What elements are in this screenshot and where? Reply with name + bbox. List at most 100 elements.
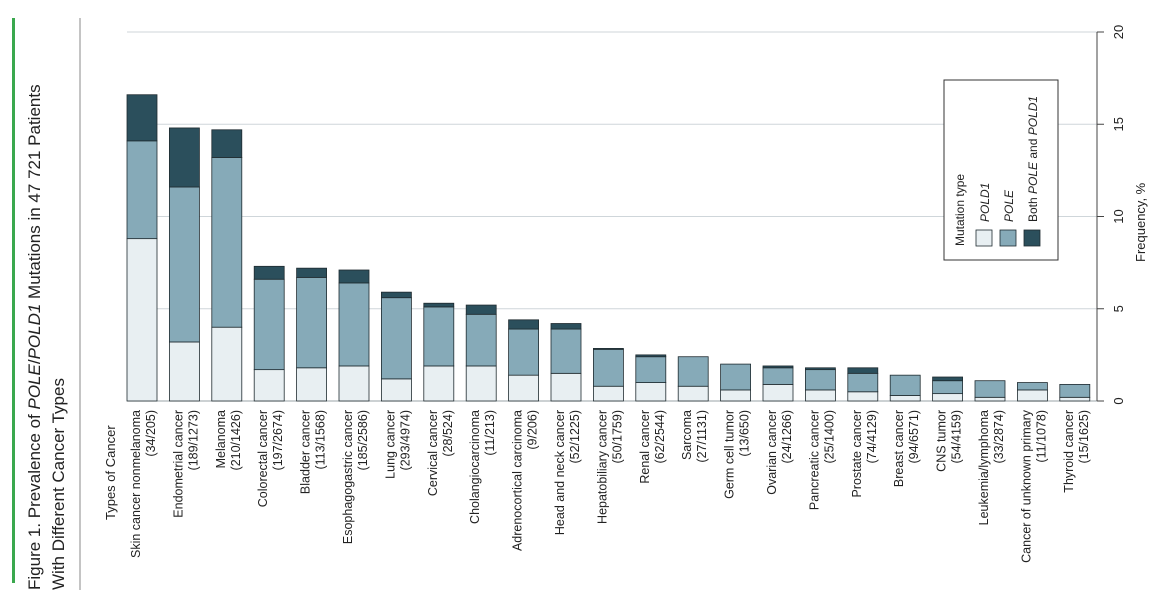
bar-segment-pole: [847, 372, 879, 393]
category-label: Bladder cancer: [299, 410, 313, 494]
category-label: Thyroid cancer: [1062, 410, 1076, 493]
category-labels: Skin cancer nonmelanoma (34/205) Endometri…: [129, 409, 1091, 563]
legend-label-both-prefix: Both: [1026, 194, 1040, 222]
category-label: Esophagogastric cancer: [341, 410, 355, 544]
bar-segment-pole: [508, 328, 540, 376]
bar-segment-pold1: [550, 372, 582, 402]
category-label: Sarcoma: [680, 410, 694, 460]
bar-segment-pole: [296, 276, 328, 369]
category-count-label: (197/2674): [271, 410, 285, 470]
figure-title-line2: With Different Cancer Types: [49, 378, 68, 590]
category-count-label: (185/2586): [356, 410, 370, 470]
bar-segment-pole: [168, 186, 200, 343]
bar-segment-pole: [593, 348, 624, 387]
legend-title: Mutation type: [953, 174, 967, 246]
bar-segment-pold1: [1017, 389, 1048, 402]
frequency-tick-label: 10: [1111, 209, 1126, 223]
category-count-label: (27/1131): [695, 410, 709, 463]
bar-segment-pold1: [338, 365, 370, 402]
frequency-tick-label: 5: [1111, 305, 1126, 312]
legend-swatch-both: [1023, 229, 1041, 247]
category-count-label: (24/1266): [780, 410, 794, 464]
bar-segment-pold1: [211, 326, 243, 402]
bar-segment-pole: [423, 306, 455, 367]
legend-label-both-pole: POLE: [1026, 161, 1040, 194]
category-count-label: (52/1225): [568, 410, 582, 464]
bar-segment-pole: [805, 369, 836, 391]
category-label: Melanoma: [214, 410, 228, 468]
category-label: Cholangiocarcinoma: [468, 410, 482, 524]
legend-label-both-mid: and: [1026, 135, 1040, 162]
category-label: Colorectal cancer: [256, 410, 270, 507]
category-count-label: (28/524): [441, 410, 455, 457]
bar-segment-pole: [1017, 382, 1048, 391]
legend-label-both: Both POLE and POLD1: [1026, 96, 1040, 222]
bar-segment-pole: [126, 140, 158, 240]
svg-text:Figure 1. Prevalence of POLE/P: Figure 1. Prevalence of POLE/POLD1 Mutat…: [25, 84, 44, 590]
category-label: Cervical cancer: [426, 410, 440, 496]
bar-segment-pold1: [168, 341, 200, 402]
category-label: Adrenocortical carcinoma: [511, 410, 525, 551]
bar-segment-pold1: [889, 395, 921, 402]
category-label: Germ cell tumor: [723, 410, 737, 499]
bar-segment-pole: [211, 157, 243, 328]
figure-title-part2: Mutations in 47 721 Patients: [25, 84, 44, 303]
bar-segment-both: [126, 94, 158, 142]
bar-segment-pold1: [762, 383, 794, 402]
category-label: Pancreatic cancer: [807, 410, 821, 510]
category-label: CNS tumor: [935, 410, 949, 472]
bar-segment-both: [296, 267, 328, 278]
bar-segment-both: [635, 354, 667, 358]
bar-segment-both: [762, 365, 794, 369]
bar-segment-pole: [635, 356, 667, 383]
bar-segment-pole: [338, 282, 370, 367]
bar-segment-pole: [889, 374, 921, 396]
bar-segment-both: [211, 129, 243, 158]
bar-segment-pole: [253, 278, 285, 371]
figure-title-slash: /: [25, 359, 44, 364]
category-count-label: (11/213): [483, 410, 497, 456]
category-count-label: (50/1759): [610, 410, 624, 464]
bar-segment-pold1: [1059, 396, 1091, 402]
bar-segment-pole: [1059, 383, 1091, 398]
bar-segment-pold1: [847, 391, 879, 402]
category-count-label: (54/4159): [950, 410, 964, 464]
bar-segment-pold1: [635, 382, 667, 402]
category-label: Hepatobiliary cancer: [595, 410, 609, 524]
bar-segment-pole: [465, 313, 497, 367]
category-label: Ovarian cancer: [765, 410, 779, 495]
bar-segment-both: [550, 323, 582, 330]
category-count-label: (210/1426): [229, 410, 243, 470]
frequency-axis: 0 5 10 15 20: [1096, 25, 1126, 405]
bar-segment-pold1: [974, 396, 1006, 402]
frequency-tick-label: 15: [1111, 117, 1126, 131]
category-count-label: (62/2544): [653, 410, 667, 464]
category-count-label: (189/1273): [186, 410, 200, 470]
legend: Mutation type POLD1 POLE Both POLE and P…: [943, 79, 1059, 261]
category-label: Head and neck cancer: [553, 410, 567, 535]
bar-segment-both: [932, 376, 963, 382]
bar-segment-both: [847, 367, 879, 374]
category-count-label: (9/206): [526, 410, 540, 450]
category-label: Renal cancer: [638, 410, 652, 484]
bar-segment-both: [508, 319, 540, 330]
legend-label-both-pold1: POLD1: [1026, 96, 1040, 135]
bar-segment-pole: [380, 297, 412, 380]
bar-segment-pold1: [423, 365, 455, 402]
bars: [126, 94, 1091, 402]
category-count-label: (13/650): [738, 410, 752, 457]
bar-segment-pold1: [720, 389, 751, 402]
category-count-label: (74/4129): [865, 410, 879, 464]
bar-segment-pole: [677, 356, 709, 387]
bar-segment-both: [380, 291, 412, 299]
category-label: Cancer of unknown primary: [1019, 409, 1033, 563]
category-label: Lung cancer: [383, 410, 397, 479]
frequency-tick-label: 20: [1111, 25, 1126, 39]
bar-segment-pold1: [380, 378, 412, 402]
legend-label-pold1: POLD1: [978, 183, 992, 222]
bar-segment-pole: [550, 328, 582, 374]
category-count-label: (25/1400): [822, 410, 836, 464]
category-count-label: (15/1625): [1077, 410, 1091, 464]
bar-segment-both: [423, 302, 455, 308]
frequency-tick-label: 0: [1111, 397, 1126, 404]
